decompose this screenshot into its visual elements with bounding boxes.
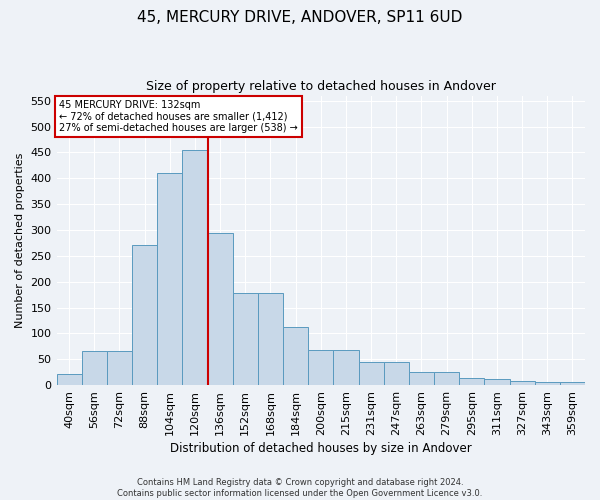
Bar	[383, 362, 409, 385]
Bar	[107, 352, 132, 385]
Bar	[535, 382, 560, 385]
Title: Size of property relative to detached houses in Andover: Size of property relative to detached ho…	[146, 80, 496, 93]
Text: 45, MERCURY DRIVE, ANDOVER, SP11 6UD: 45, MERCURY DRIVE, ANDOVER, SP11 6UD	[137, 10, 463, 25]
Bar	[308, 350, 334, 385]
Bar	[509, 381, 535, 385]
Y-axis label: Number of detached properties: Number of detached properties	[15, 152, 25, 328]
Bar	[434, 372, 459, 385]
Bar	[334, 350, 359, 385]
Bar	[132, 246, 157, 385]
Bar	[233, 293, 258, 385]
Text: 45 MERCURY DRIVE: 132sqm
← 72% of detached houses are smaller (1,412)
27% of sem: 45 MERCURY DRIVE: 132sqm ← 72% of detach…	[59, 100, 298, 133]
Bar	[56, 374, 82, 385]
Bar	[82, 352, 107, 385]
Bar	[459, 378, 484, 385]
Bar	[258, 293, 283, 385]
X-axis label: Distribution of detached houses by size in Andover: Distribution of detached houses by size …	[170, 442, 472, 455]
Bar	[484, 379, 509, 385]
Bar	[182, 150, 208, 385]
Bar	[283, 326, 308, 385]
Bar	[560, 382, 585, 385]
Bar	[409, 372, 434, 385]
Bar	[359, 362, 383, 385]
Bar	[208, 232, 233, 385]
Bar	[157, 173, 182, 385]
Text: Contains HM Land Registry data © Crown copyright and database right 2024.
Contai: Contains HM Land Registry data © Crown c…	[118, 478, 482, 498]
